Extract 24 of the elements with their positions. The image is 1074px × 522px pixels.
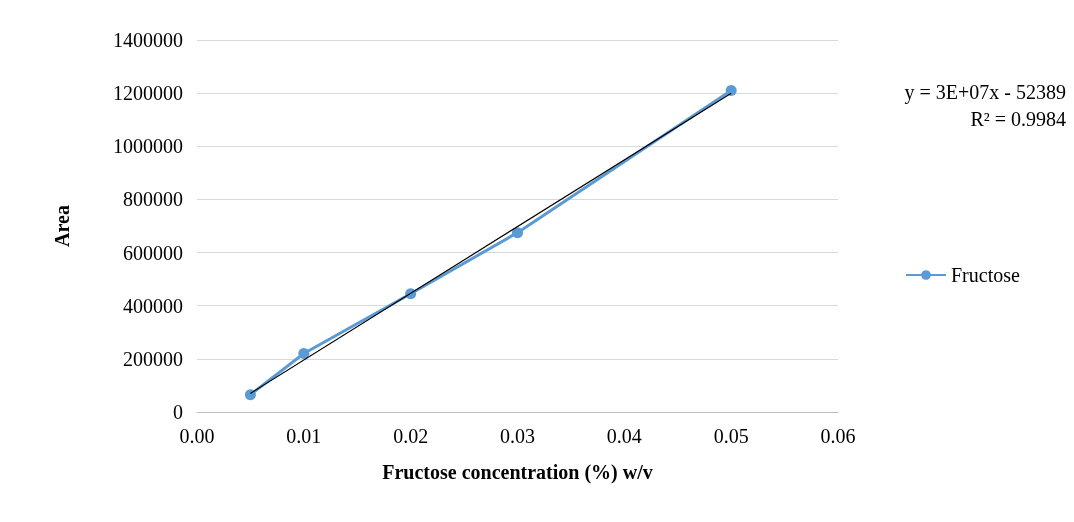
point bbox=[244, 389, 256, 401]
y-axis-title: Area bbox=[51, 205, 73, 247]
x-tick-label: 0.06 bbox=[820, 425, 856, 447]
y-tick-label: 1200000 bbox=[113, 82, 183, 105]
x-tick-label: 0.01 bbox=[286, 425, 322, 447]
y-tick-label: 200000 bbox=[123, 347, 183, 370]
x-tick-label: 0.05 bbox=[713, 425, 749, 447]
y-tick-label: 800000 bbox=[123, 188, 183, 211]
y-tick-label: 0 bbox=[173, 401, 183, 423]
x-axis-title: Fructose concentration (%) w/v bbox=[382, 461, 653, 484]
x-tick-label: 0.02 bbox=[393, 425, 429, 447]
x-tick-label: 0.04 bbox=[606, 425, 642, 447]
x-tick-label: 0.03 bbox=[500, 425, 535, 447]
x-tick-label: 0.00 bbox=[179, 425, 215, 447]
y-tick-label: 1400000 bbox=[113, 29, 183, 51]
y-tick-label: 600000 bbox=[123, 241, 183, 264]
y-tick-label: 400000 bbox=[123, 294, 183, 317]
text: R² = 0.9984 bbox=[970, 108, 1066, 130]
y-tick-label: 1000000 bbox=[113, 135, 183, 158]
point bbox=[512, 227, 523, 239]
point bbox=[298, 348, 310, 360]
legend-label: Fructose bbox=[951, 264, 1020, 286]
point bbox=[725, 84, 737, 96]
text: y = 3E+07x - 52389 bbox=[904, 81, 1066, 104]
